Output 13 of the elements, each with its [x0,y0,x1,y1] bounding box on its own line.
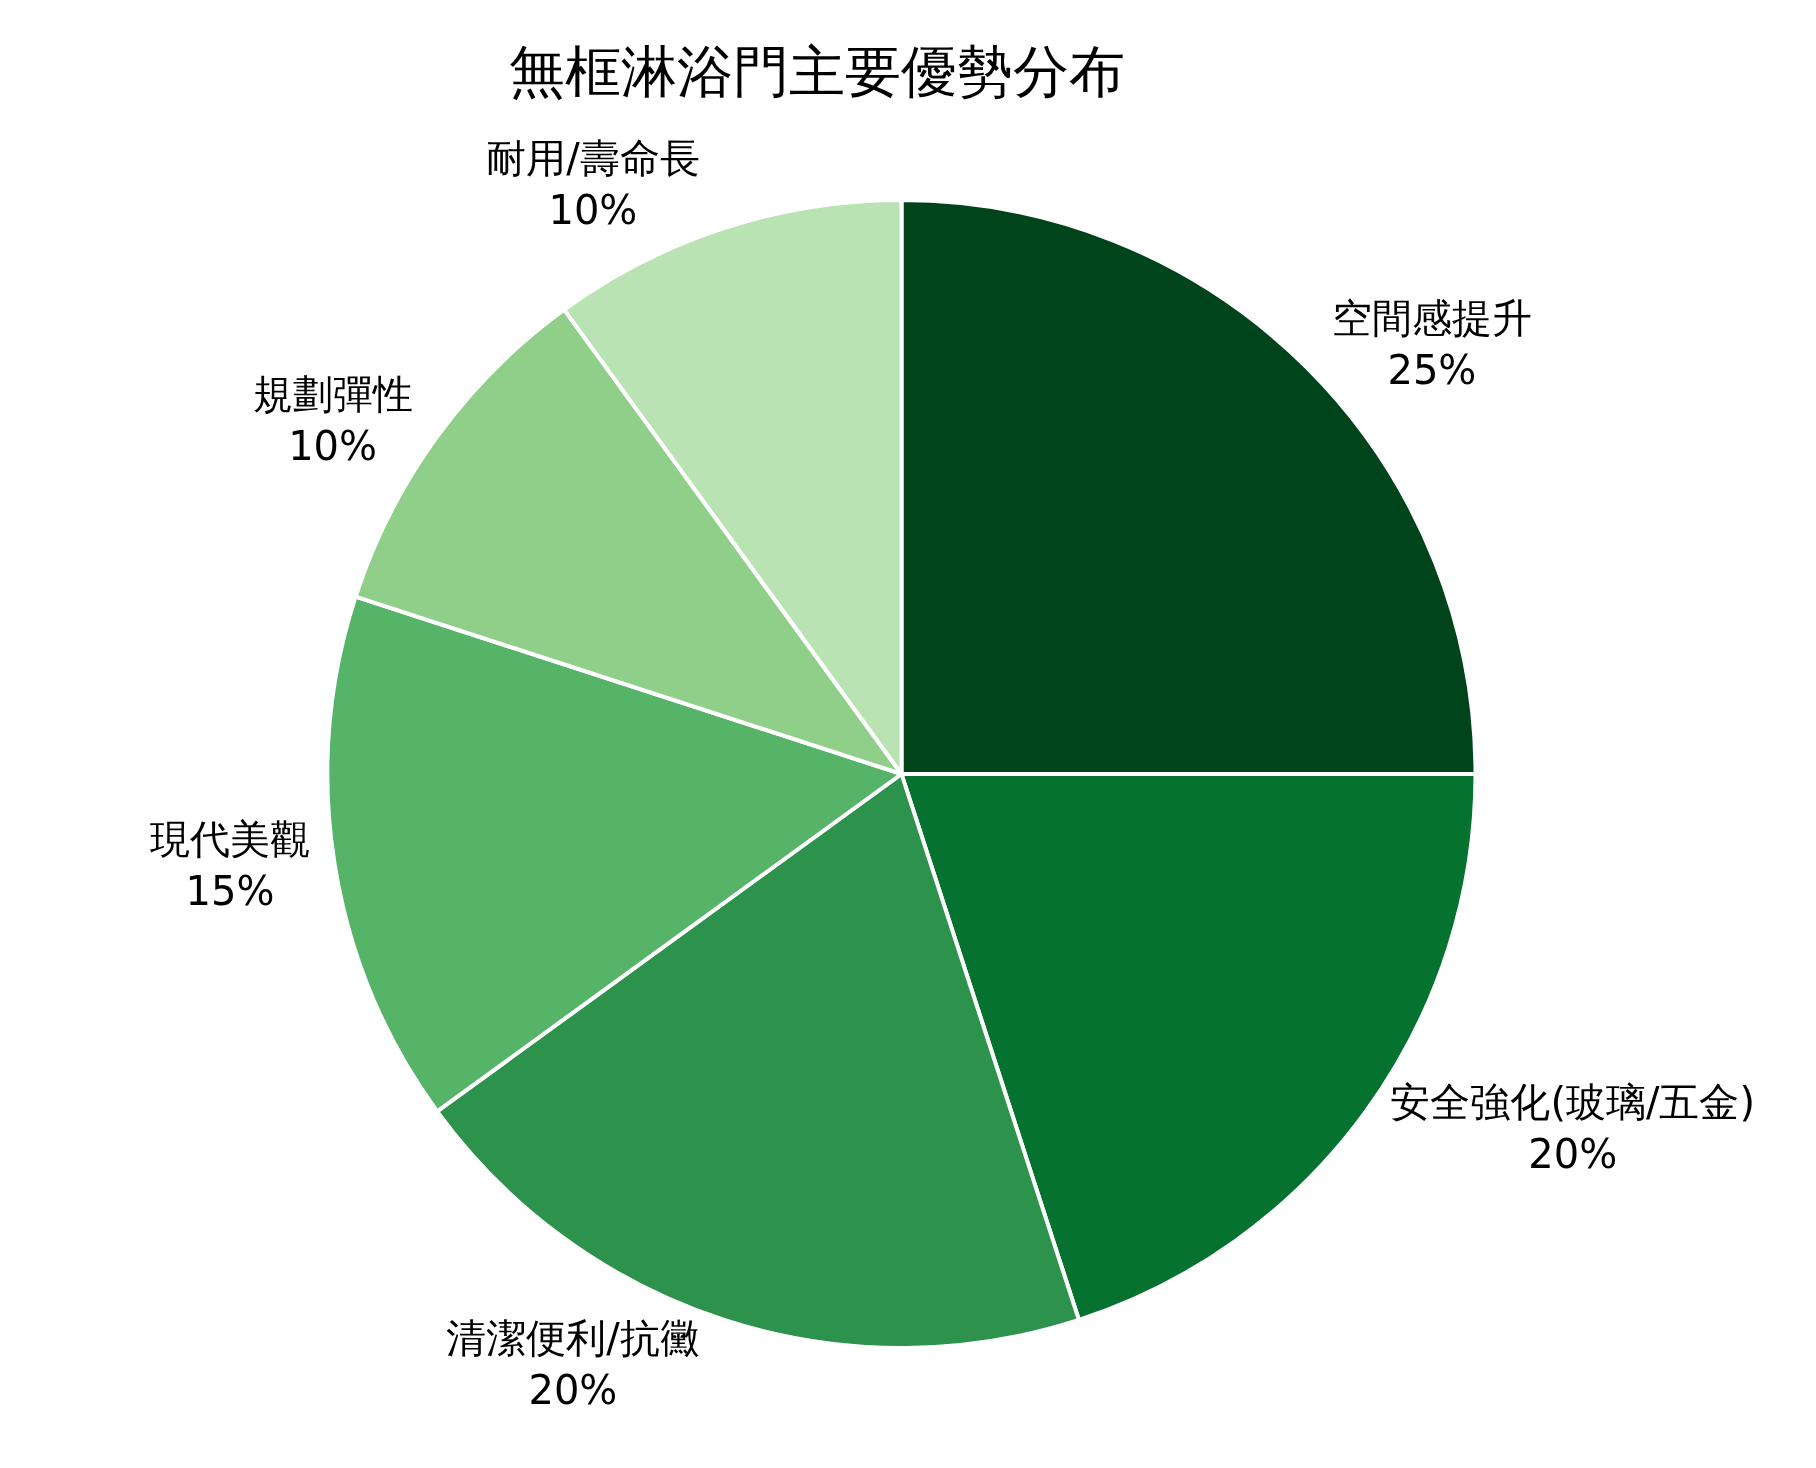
slice-label: 規劃彈性 [252,370,413,417]
data-label: 10% [548,186,638,233]
slice-label: 現代美觀 [150,815,311,862]
data-label: 20% [528,1367,618,1414]
slice-label: 安全強化(玻璃/五金) [1390,1079,1756,1126]
data-label: 20% [1528,1131,1618,1178]
data-label: 15% [185,867,275,914]
slice-label: 清潔便利/抗黴 [446,1315,700,1362]
data-label: 25% [1387,346,1477,393]
data-label: 10% [288,422,378,469]
slice-label: 空間感提升 [1331,294,1532,341]
chart-title: 無框淋浴門主要優勢分布 [509,38,1126,104]
slice-label: 耐用/壽命長 [486,134,700,181]
